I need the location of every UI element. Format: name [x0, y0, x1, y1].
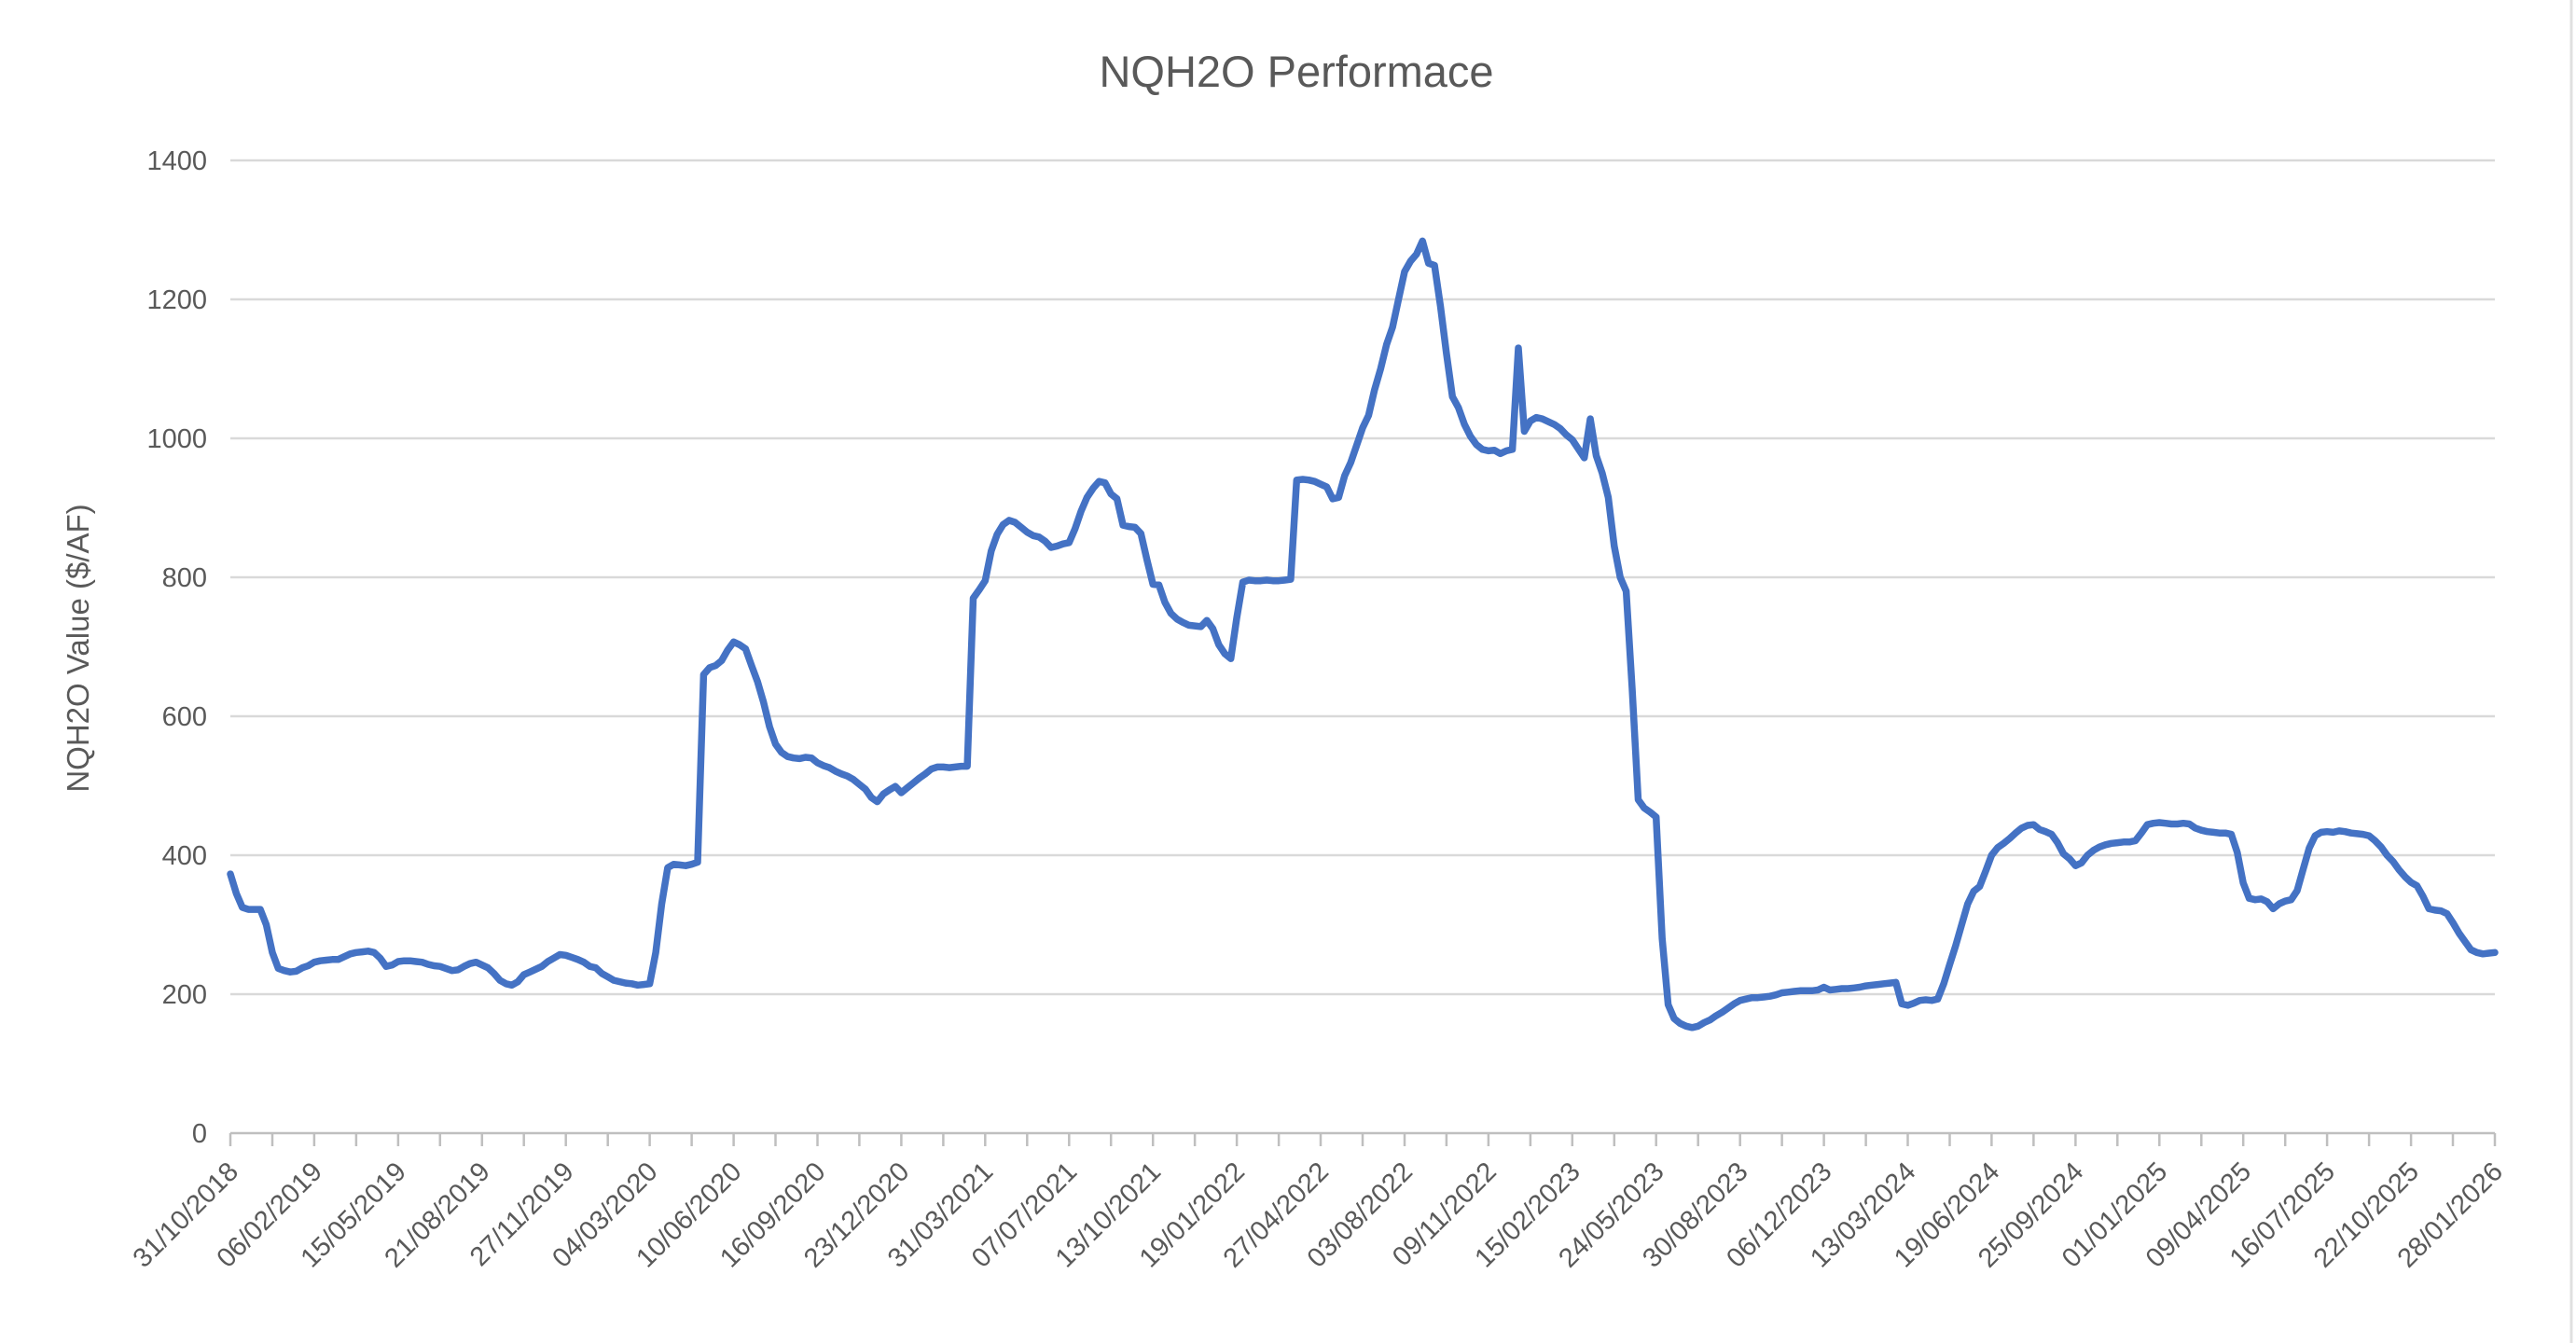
y-axis-tick-label-200: 200 — [162, 980, 207, 1010]
y-axis-tick-labels: 0 200 400 600 800 1000 1200 1400 — [146, 146, 207, 1149]
x-axis-tick-labels: 31/10/201806/02/201915/05/201921/08/2019… — [128, 1156, 2509, 1273]
y-axis-tick-label-800: 800 — [162, 563, 207, 593]
y-axis-tick-label-1400: 1400 — [146, 146, 207, 176]
chart-title: NQH2O Performace — [1099, 47, 1493, 96]
gridlines — [230, 159, 2495, 996]
axes — [229, 1131, 2497, 1146]
y-axis-tick-label-0: 0 — [192, 1119, 207, 1149]
price-line-series — [227, 237, 2499, 1031]
y-axis-title: NQH2O Value ($/AF) — [61, 504, 95, 792]
y-axis-tick-label-600: 600 — [162, 702, 207, 732]
y-axis-tick-label-1200: 1200 — [146, 285, 207, 315]
y-axis-tick-label-400: 400 — [162, 841, 207, 871]
nqh2o-value-line — [227, 237, 2499, 1031]
y-axis-tick-label-1000: 1000 — [146, 424, 207, 454]
